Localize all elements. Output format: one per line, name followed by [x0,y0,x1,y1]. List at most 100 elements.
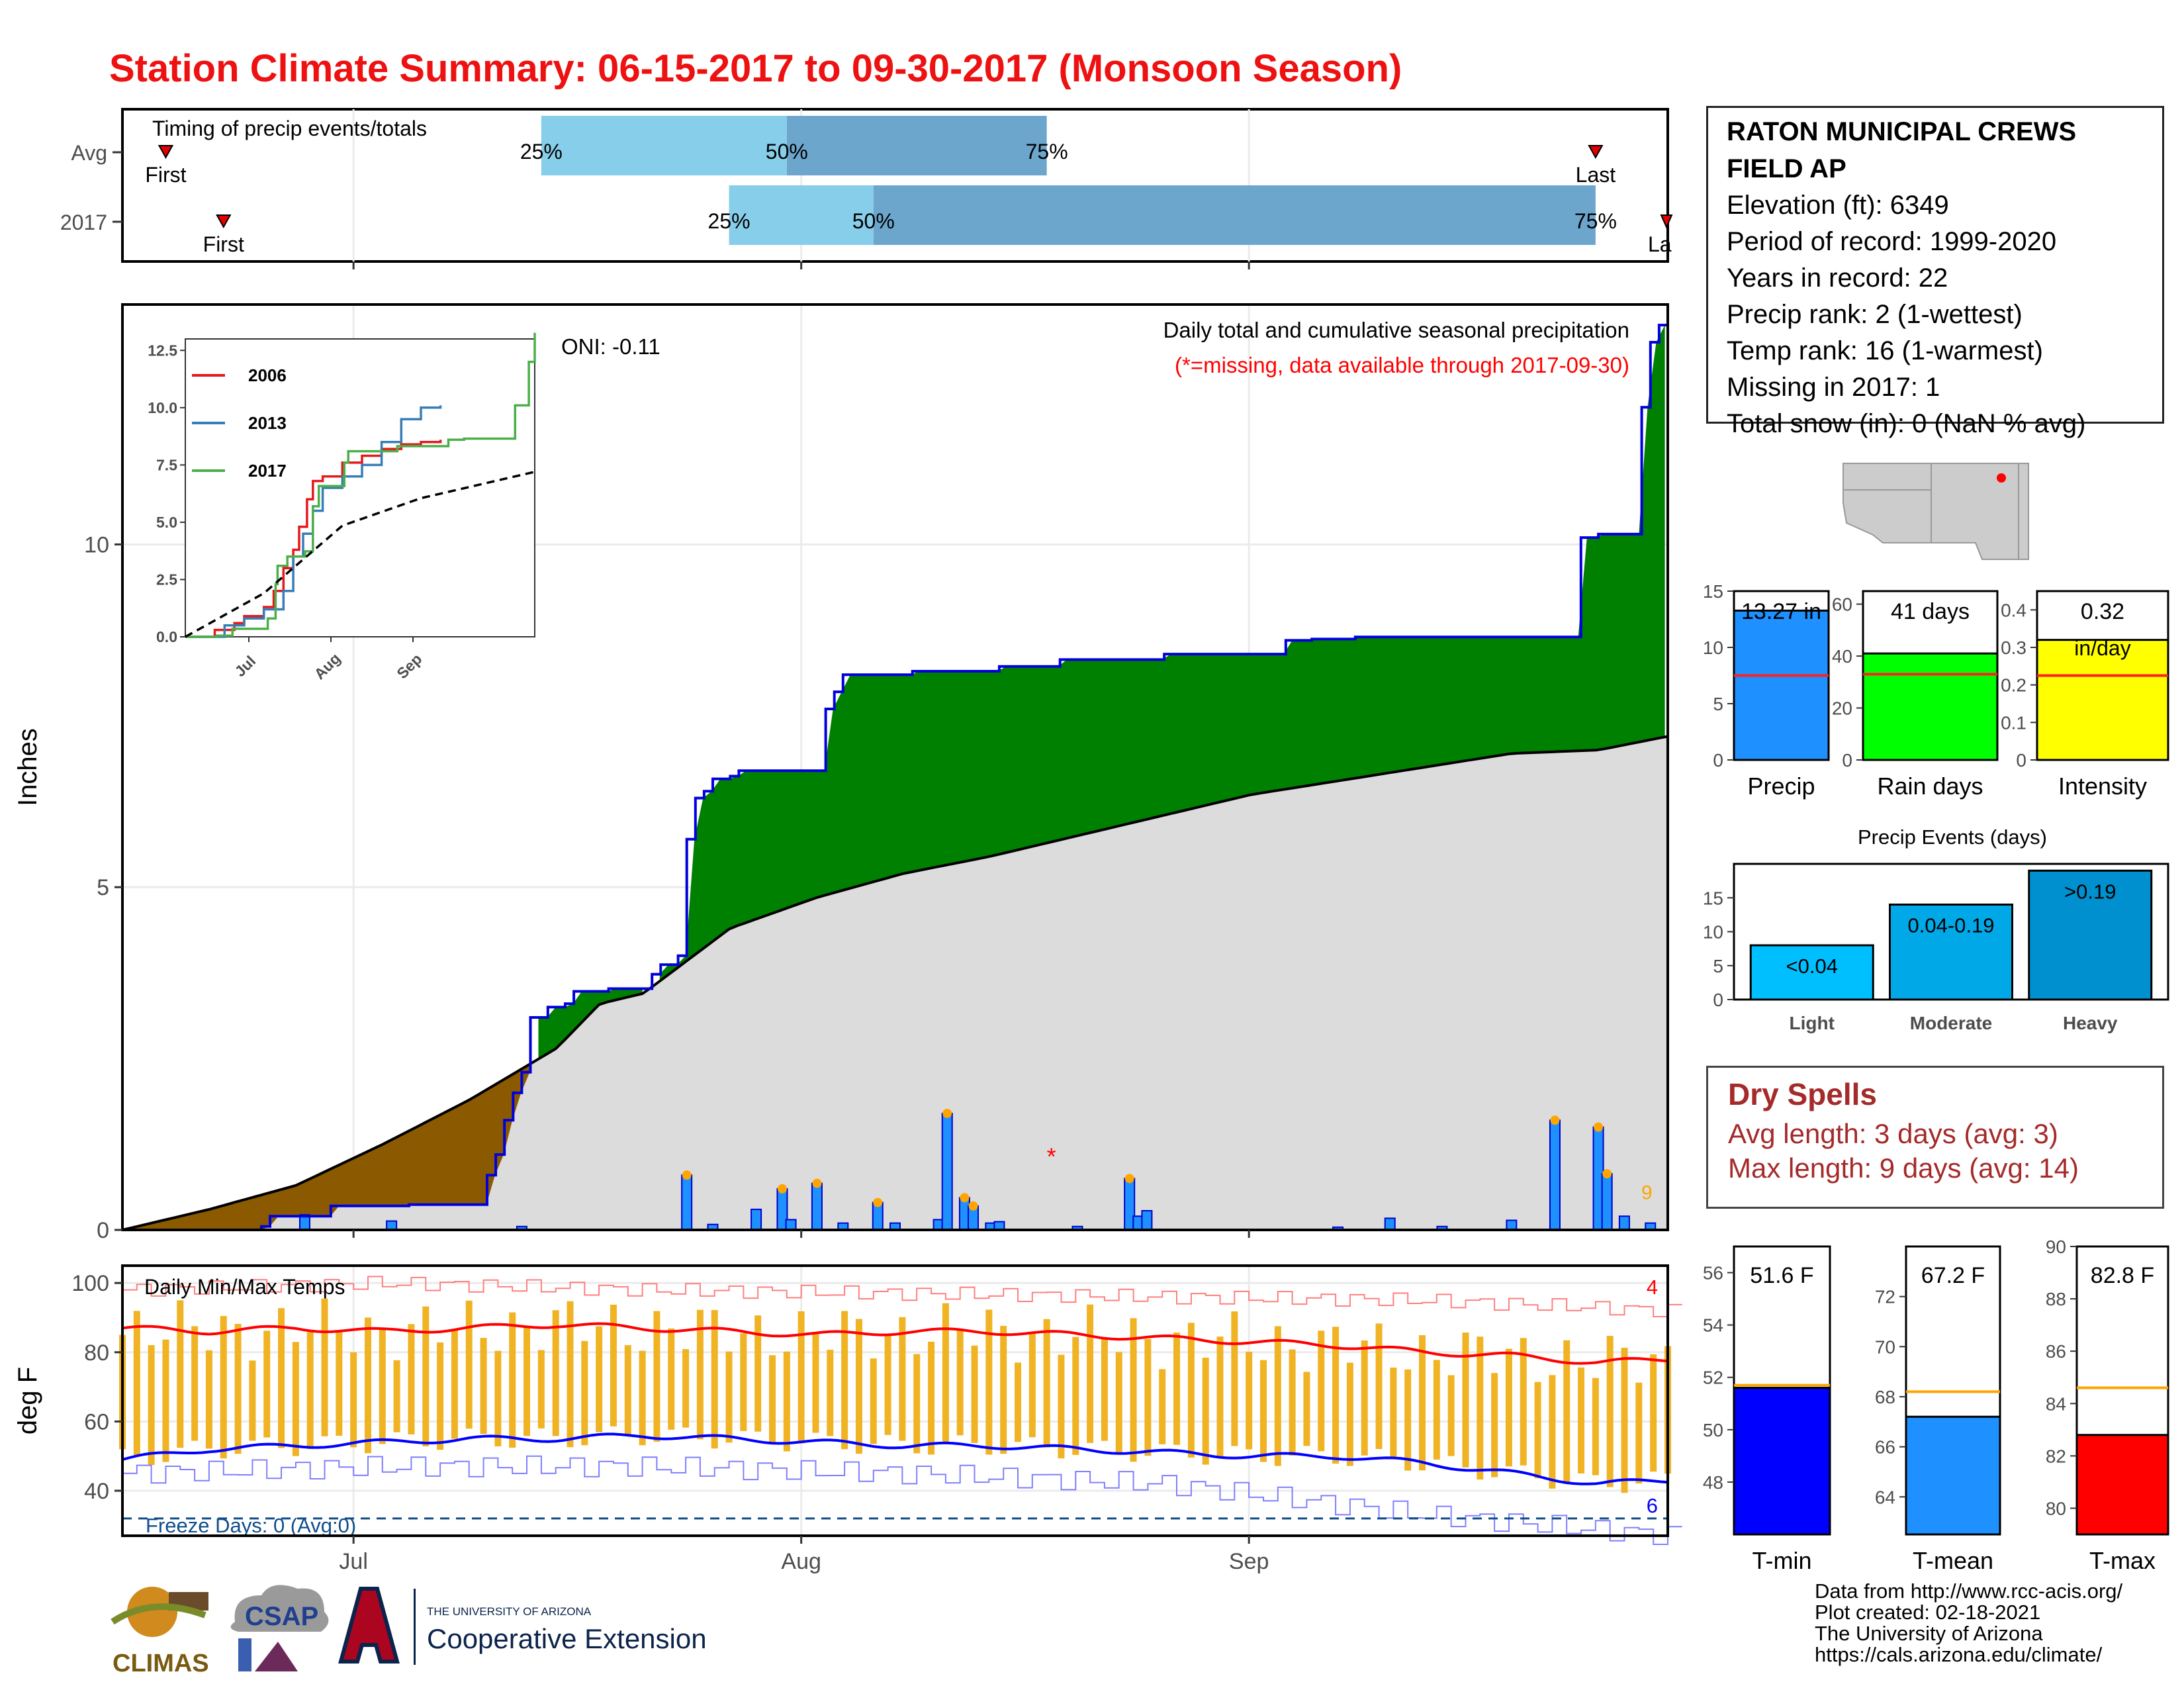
temp-daily-range-bar [754,1315,762,1432]
temp-summary-y-tick-label: 68 [1875,1387,1895,1407]
precip-end-label: 9 [1641,1182,1653,1203]
precip-daily-marker [960,1193,970,1203]
temp-daily-range-bar [191,1326,199,1441]
precip-daily-bar [1601,1173,1613,1231]
precip-above-average-area [659,325,1665,982]
temp-daily-range-bar [653,1311,660,1442]
inset-series-line [185,471,535,638]
temp-summary-panel: 67.2 F 64 66 68 70 72 T-mean [1875,1245,2001,1574]
precip-daily-marker [682,1170,692,1180]
summary-y-tick-label: 60 [1832,594,1852,615]
summary-y-tick-label: 15 [1703,581,1723,602]
temp-y-tick-label: 60 [84,1409,109,1434]
station-row-precip-rank: Precip rank: 2 (1-wettest) [1727,300,2023,329]
temp-daily-range-bar [696,1309,704,1440]
temp-daily-range-bar [1173,1333,1181,1445]
climas-logo: CLIMAS [111,1587,209,1677]
precip-events-category: Heavy [2063,1013,2118,1033]
summary-category-label: Intensity [2058,773,2147,800]
precip-daily-bar [811,1182,823,1231]
temp-x-tick-label: Aug [781,1549,821,1574]
precip-daily-bar [1384,1217,1396,1231]
temp-summary-category-label: T-max [2089,1547,2156,1574]
temp-daily-range-bar [1246,1352,1253,1450]
temp-summary-y-tick-label: 54 [1703,1315,1723,1336]
credit-line-date: Plot created: 02-18-2021 [1815,1601,2041,1624]
station-row-elevation: Elevation (ft): 6349 [1727,191,1949,220]
temp-daily-range-bar [812,1333,819,1433]
temp-record-low-line [122,1455,1682,1545]
temp-summary-y-tick-label: 90 [2046,1237,2066,1257]
timing-pct-label: 50% [766,140,808,164]
timing-row-label: Avg [71,141,107,165]
precip-events-y-tick-label: 15 [1703,888,1723,908]
temp-daily-range-bar [769,1355,776,1444]
ua-logo-small-text: THE UNIVERSITY OF ARIZONA [427,1605,592,1618]
temp-panel: Freeze Days: 0 (Avg:0) 4 6 Daily Min/Max Te… [13,1264,1682,1574]
temp-avg-min-line [122,1432,1668,1485]
temp-daily-range-bar [956,1331,964,1436]
temp-daily-range-bar [899,1317,906,1441]
summary-y-tick-label: 20 [1832,698,1852,719]
summary-y-tick-label: 0 [1842,750,1852,771]
temp-summary-y-tick-label: 48 [1703,1472,1723,1493]
temp-daily-range-bar [668,1328,675,1430]
timing-pct-label: 50% [852,209,895,233]
map-station-marker [1997,473,2006,483]
temp-summary-y-tick-label: 52 [1703,1368,1723,1388]
temp-daily-range-bar [971,1345,978,1443]
precip-events-bar [1889,904,2013,1001]
csap-logo: CSAP [230,1585,329,1671]
temp-daily-range-bar [1014,1362,1021,1442]
temp-daily-range-bar [1549,1375,1556,1489]
summary-category-label: Rain days [1877,773,1983,800]
precip-average-line [122,735,1668,1231]
timing-pct-label: 25% [708,209,751,233]
temp-daily-range-bar [740,1333,747,1431]
temp-right-top-label: 4 [1647,1276,1658,1299]
inset-legend-label: 2006 [248,365,287,385]
temp-daily-range-bar [711,1310,718,1449]
precip-daily-bar [785,1219,797,1231]
dry-spells-heading: Dry Spells [1728,1077,1877,1111]
temp-daily-range-bar [884,1333,891,1435]
dry-spells-max: Max length: 9 days (avg: 14) [1728,1152,2079,1184]
summary-y-tick-label: 0 [2016,750,2026,771]
station-row-snow: Total snow (in): 0 (NaN % avg) [1727,409,2086,438]
temp-daily-range-bar [928,1341,935,1455]
inset-legend-label: 2017 [248,461,287,481]
temp-summary-y-tick-label: 84 [2046,1393,2066,1414]
temp-daily-range-bar [1043,1319,1050,1448]
temp-summary-y-tick-label: 82 [2046,1446,2066,1466]
temp-daily-range-bar [1635,1382,1643,1483]
temp-daily-range-bar [1303,1372,1310,1446]
temp-daily-range-bar [596,1326,603,1432]
precip-y-tick-label: 10 [84,532,109,557]
precip-daily-bar [681,1174,693,1231]
temp-daily-range-bar [234,1323,242,1454]
temp-daily-range-bar [1159,1369,1166,1444]
temp-daily-range-bar [624,1345,631,1436]
precip-daily-marker [942,1108,952,1118]
summary-y-tick-label: 0.4 [2001,600,2026,620]
temp-daily-range-bar [1447,1375,1455,1456]
precip-missing-marker: * [1047,1143,1056,1170]
page-title: Station Climate Summary: 06-15-2017 to 0… [109,47,1402,90]
inset-y-tick-label: 7.5 [156,456,177,473]
summary-value-label: 0.32 [2081,599,2124,624]
station-name-line2: FIELD AP [1727,154,1846,183]
timing-last-label: La [1648,232,1672,256]
precip-events-category: Light [1790,1013,1835,1033]
timing-last-marker [1588,145,1604,160]
precip-2017-line [122,320,1669,1231]
precip-daily-marker [812,1178,822,1188]
temp-daily-range-bar [1433,1360,1440,1460]
temp-daily-range-bar [1491,1373,1498,1477]
precip-frame [121,303,1669,1231]
temp-x-tick-label: Jul [339,1549,367,1574]
temp-daily-range-bar [1534,1382,1541,1479]
temp-summary-y-tick-label: 56 [1703,1263,1723,1284]
precip-title: Daily total and cumulative seasonal prec… [1163,318,1629,342]
inset-y-tick-label: 2.5 [156,571,177,588]
